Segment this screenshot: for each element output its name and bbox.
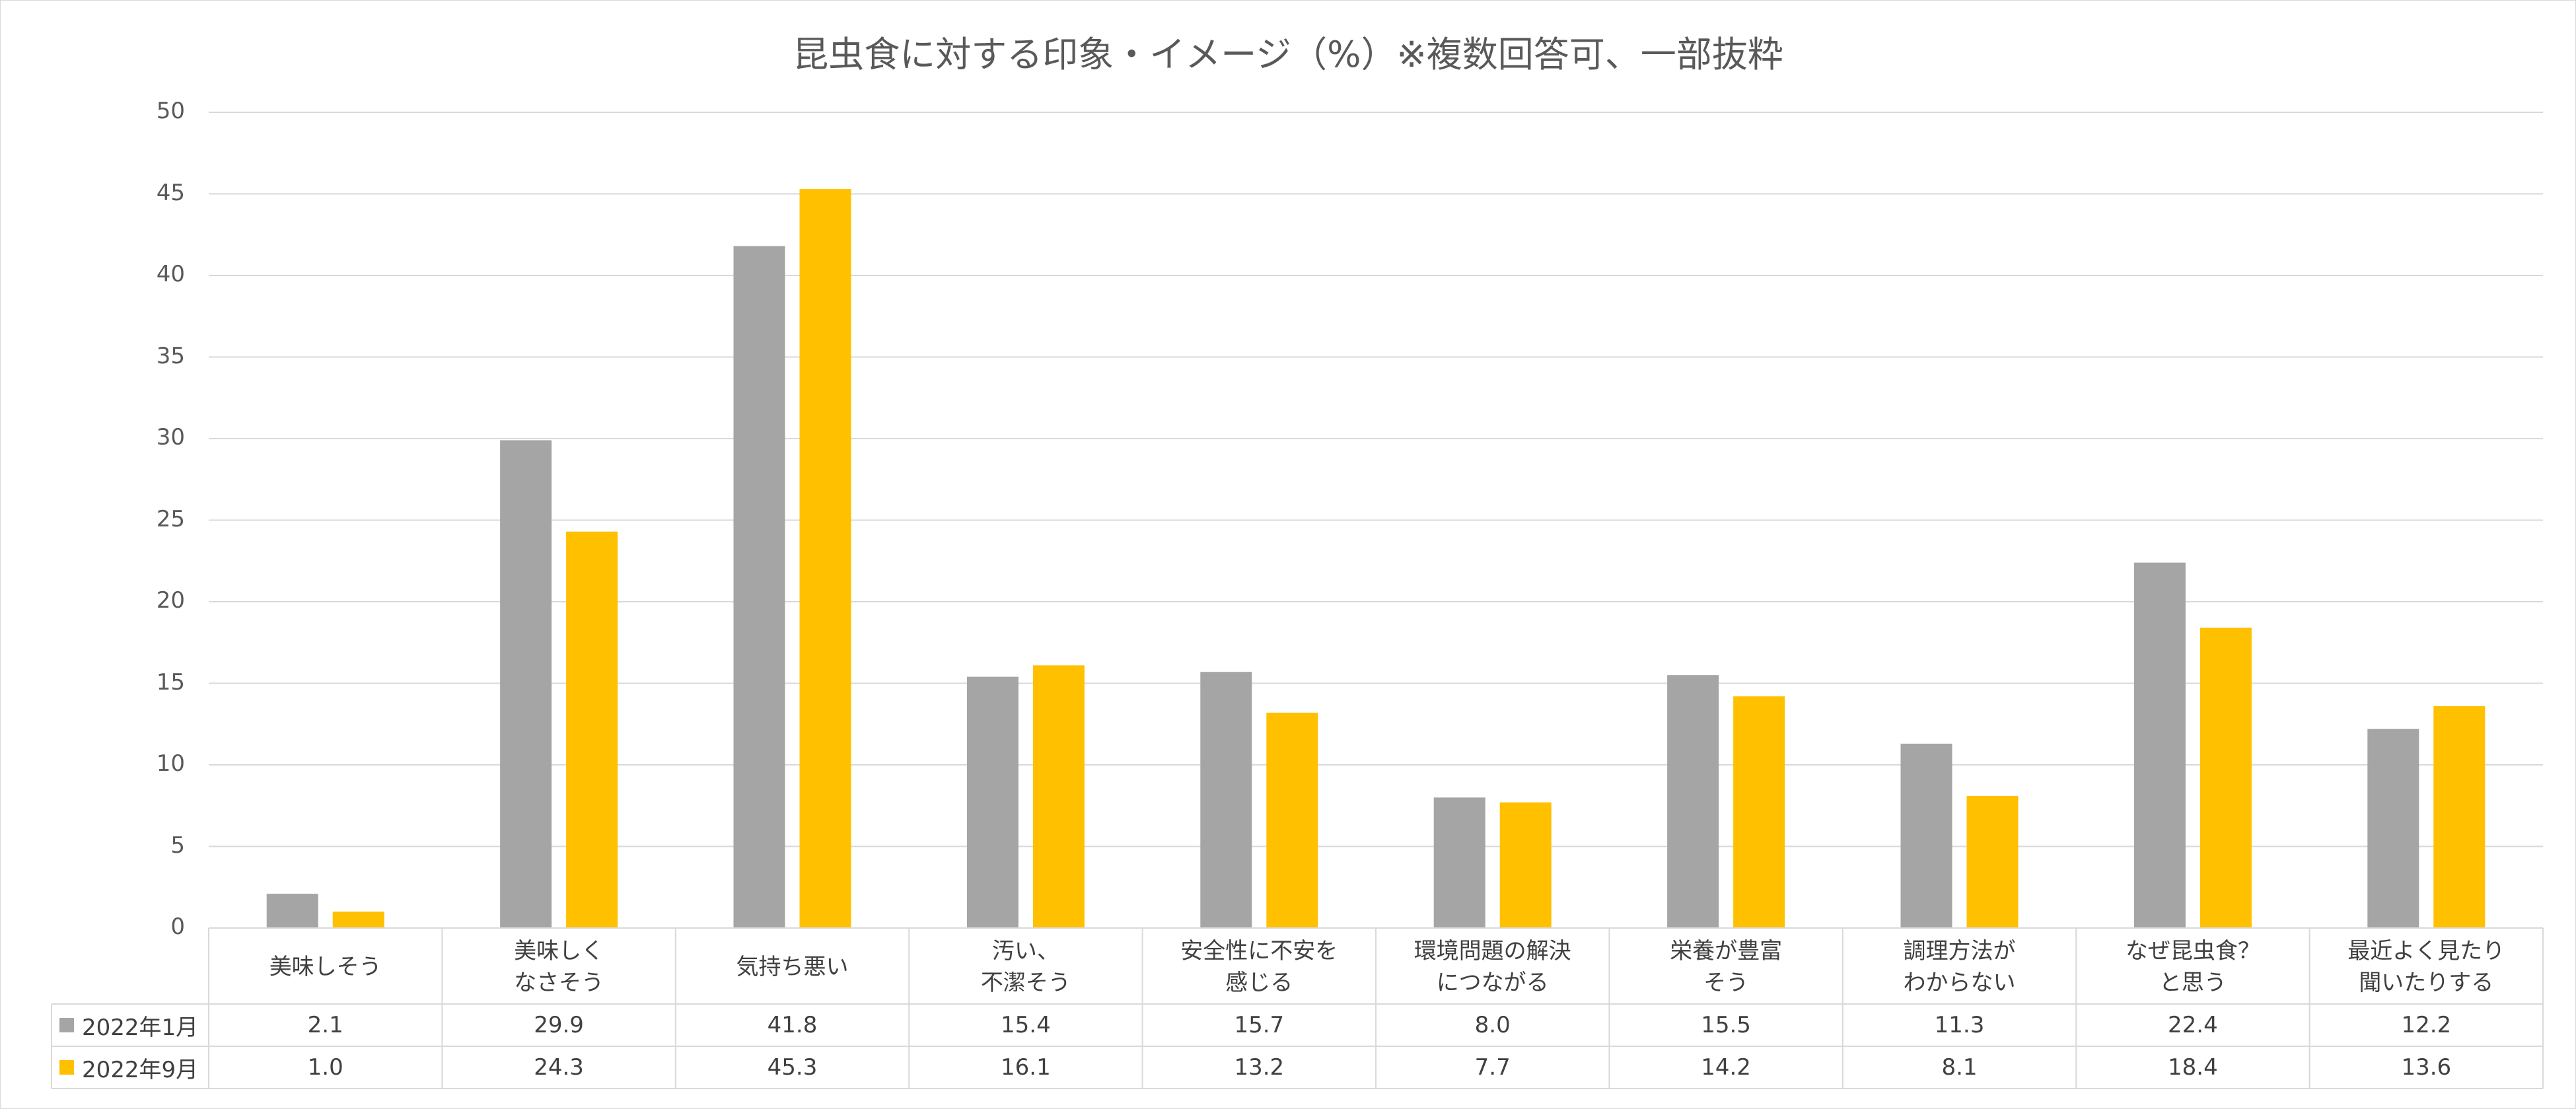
- y-tick-label: 35: [156, 342, 185, 369]
- data-label: 13.2: [1234, 1054, 1285, 1081]
- bar-sep: [1032, 665, 1085, 928]
- bar-jan: [2133, 562, 2186, 928]
- category-label: なぜ昆虫食？ と思う: [2125, 938, 2260, 996]
- data-label: 13.6: [2401, 1054, 2452, 1081]
- bar-jan: [2367, 729, 2419, 928]
- bar-jan: [500, 440, 552, 928]
- legend-label: 2022年9月: [82, 1056, 199, 1083]
- category-label: 安全性に不安を 感じる: [1180, 938, 1338, 996]
- bar-jan: [733, 246, 785, 928]
- bar-sep: [1499, 802, 1552, 928]
- legend-entry: 2022年9月: [52, 1046, 217, 1089]
- y-tick-label: 40: [156, 261, 185, 287]
- bar-sep: [566, 531, 618, 928]
- data-label: 24.3: [534, 1054, 584, 1081]
- y-tick-label: 50: [156, 98, 185, 124]
- category-label: 調理方法が わからない: [1903, 938, 2016, 996]
- category-label: 環境問題の解決 につながる: [1413, 938, 1571, 996]
- legend-swatch: [59, 1060, 74, 1075]
- data-label: 8.1: [1941, 1054, 1978, 1081]
- data-label: 15.5: [1701, 1012, 1751, 1038]
- bar-sep: [1733, 696, 1785, 928]
- y-tick-label: 10: [156, 750, 185, 777]
- data-label: 7.7: [1474, 1054, 1511, 1081]
- data-label: 15.7: [1234, 1012, 1285, 1038]
- bar-sep: [799, 189, 851, 929]
- category-label: 美味しそう: [269, 954, 382, 980]
- data-label: 14.2: [1701, 1054, 1751, 1081]
- data-label: 22.4: [2168, 1012, 2218, 1038]
- legend-label: 2022年1月: [82, 1014, 199, 1041]
- legend-entry: 2022年1月: [52, 1004, 217, 1046]
- bar-jan: [1200, 672, 1252, 928]
- data-label: 18.4: [2168, 1054, 2218, 1081]
- legend-swatch: [59, 1018, 74, 1032]
- bar-jan: [266, 894, 318, 928]
- data-label: 1.0: [307, 1054, 343, 1081]
- bar-sep: [2200, 627, 2252, 928]
- y-tick-label: 5: [170, 832, 185, 859]
- data-label: 11.3: [1934, 1012, 1985, 1038]
- category-label: 栄養が豊富 そう: [1670, 938, 1783, 996]
- y-tick-label: 25: [156, 505, 185, 532]
- data-label: 8.0: [1474, 1012, 1511, 1038]
- category-label: 美味しく なさそう: [514, 938, 604, 996]
- data-label: 16.1: [1001, 1054, 1051, 1081]
- data-label: 41.8: [767, 1012, 818, 1038]
- y-tick-label: 45: [156, 179, 185, 206]
- chart-title: 昆虫食に対する印象・イメージ（%）※複数回答可、一部抜粋: [793, 34, 1783, 75]
- data-label: 45.3: [767, 1054, 818, 1081]
- bar-jan: [1900, 743, 1952, 928]
- bar-sep: [1966, 795, 2019, 928]
- data-label: 15.4: [1001, 1012, 1051, 1038]
- bar-sep: [2433, 706, 2486, 928]
- y-tick-label: 30: [156, 424, 185, 450]
- category-label: 最近よく見たり 聞いたりする: [2347, 938, 2505, 996]
- bar-jan: [966, 676, 1019, 928]
- y-tick-label: 0: [170, 913, 185, 940]
- y-tick-label: 15: [156, 668, 185, 696]
- data-label: 29.9: [534, 1012, 584, 1038]
- category-label: 気持ち悪い: [736, 954, 849, 980]
- bar-jan: [1667, 675, 1719, 928]
- bar-sep: [1266, 712, 1318, 928]
- category-label: 汚い、 不潔そう: [980, 938, 1071, 996]
- y-tick-label: 20: [156, 587, 185, 614]
- data-label: 12.2: [2401, 1012, 2452, 1038]
- data-label: 2.1: [307, 1012, 343, 1038]
- bar-sep: [332, 912, 384, 928]
- bar-jan: [1433, 797, 1485, 928]
